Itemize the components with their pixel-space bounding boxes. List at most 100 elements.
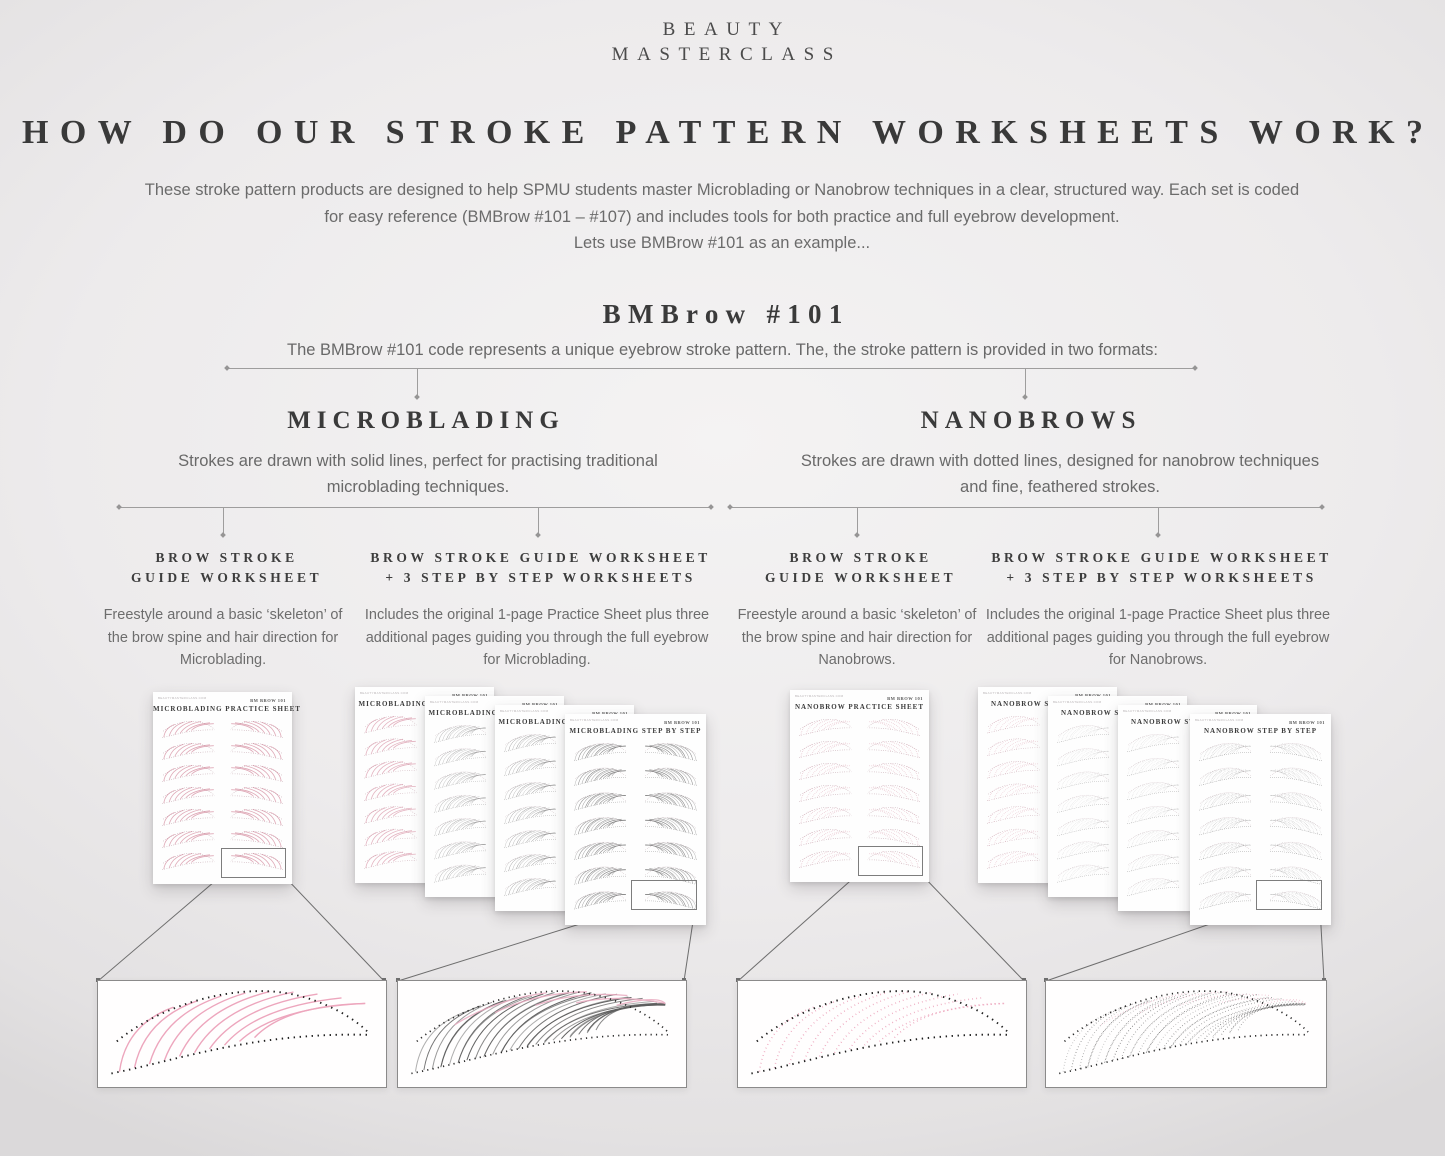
code-section-subtitle: The BMBrow #101 code represents a unique… — [287, 341, 1158, 359]
sheet-brow-grid — [574, 743, 697, 910]
page-title: HOW DO OUR STROKE PATTERN WORKSHEETS WOR… — [22, 114, 1435, 151]
sheet-url: BEAUTYMASTERCLASS.COM — [570, 718, 619, 722]
detail-box-nb-step — [1045, 980, 1327, 1088]
column-title-line: BROW STROKE — [789, 550, 932, 565]
worksheet-sheet: BEAUTYMASTERCLASS.COM BM BROW 101 NANOBROW… — [1190, 714, 1331, 925]
sheet-url: BEAUTYMASTERCLASS.COM — [1195, 718, 1244, 722]
zoom-highlight-rect — [1256, 880, 1322, 910]
tree-tick — [1155, 532, 1161, 538]
brand-line2: MASTERCLASS — [611, 44, 842, 65]
intro-example-line: Lets use BMBrow #101 as an example... — [573, 234, 871, 252]
column-title-line: GUIDE WORKSHEET — [130, 570, 323, 585]
tree-connector-top — [227, 368, 1197, 369]
tree-drop-nb-col2 — [1158, 507, 1159, 536]
sheet-code: BM BROW 101 — [1075, 693, 1111, 698]
column-title-line: + 3 STEP BY STEP WORKSHEETS — [1006, 570, 1317, 585]
sheet-url: BEAUTYMASTERCLASS.COM — [500, 709, 549, 713]
column-title-line: BROW STROKE GUIDE WORKSHEET — [370, 550, 711, 565]
column-title-line: BROW STROKE GUIDE WORKSHEET — [991, 550, 1332, 565]
tree-tick — [535, 532, 541, 538]
detail-box-mb-step — [397, 980, 687, 1088]
sheet-title: NANOBROW PRACTICE SHEET — [794, 703, 925, 711]
sheet-url: BEAUTYMASTERCLASS.COM — [1123, 709, 1172, 713]
sheet-brow-grid — [1199, 743, 1322, 910]
tree-connector-microblading — [119, 507, 713, 508]
zoom-highlight-rect — [221, 848, 286, 878]
branch-description-microblading: Strokes are drawn with solid lines, perf… — [178, 452, 658, 496]
branch-title-microblading: MICROBLADING — [287, 407, 565, 434]
detail-box-mb-guide — [97, 980, 387, 1088]
tree-tick — [116, 504, 122, 510]
sheet-code: BM BROW 101 — [1215, 711, 1251, 716]
brow-artwork-mb-guide — [111, 990, 369, 1075]
column-description-mb-guide: Freestyle around a basic ‘skeleton’ of t… — [103, 607, 343, 668]
tree-connector-drop-right — [1025, 368, 1026, 398]
code-section-title: BMBrow #101 — [602, 299, 850, 329]
worksheet-sheet: BEAUTYMASTERCLASS.COM BM BROW 101 MICROBLA… — [565, 714, 706, 925]
sheet-url: BEAUTYMASTERCLASS.COM — [430, 700, 479, 704]
tree-tick — [708, 504, 714, 510]
intro-block: These stroke pattern products are design… — [142, 177, 1302, 257]
column-description-mb-step: Includes the original 1-page Practice Sh… — [364, 607, 710, 668]
sheet-title: MICROBLADING PRACTICE SHEET — [153, 705, 301, 713]
sheet-code: BM BROW 101 — [592, 711, 628, 716]
sheet-code: BM BROW 101 — [664, 720, 700, 725]
sheet-code: BM BROW 101 — [1289, 720, 1325, 725]
brand-line1: BEAUTY — [662, 19, 791, 40]
column-description-nb-step: Includes the original 1-page Practice Sh… — [985, 607, 1331, 668]
sheet-url: BEAUTYMASTERCLASS.COM — [1053, 700, 1102, 704]
tree-tick — [854, 532, 860, 538]
tree-tick — [727, 504, 733, 510]
tree-tick — [1192, 365, 1198, 371]
detail-box-nb-guide — [737, 980, 1027, 1088]
tree-connector-drop-left — [417, 368, 418, 398]
sheet-title: NANOBROW STEP BY STEP — [1131, 718, 1244, 726]
sheet-title: NANOBROW STEP BY STEP — [991, 700, 1103, 708]
sheet-title: MICROBLADING STEP BY STEP — [569, 727, 702, 735]
intro-paragraph: These stroke pattern products are design… — [144, 181, 1300, 226]
sheet-title: MICROBLADING STEP BY STEP — [358, 700, 490, 708]
sheet-code: BM BROW 101 — [250, 698, 286, 703]
column-description-nb-guide: Freestyle around a basic ‘skeleton’ of t… — [737, 607, 977, 668]
brand-logo: BEAUTY MASTERCLASS — [0, 17, 1445, 67]
tree-connector-nanobrows — [730, 507, 1324, 508]
tree-tick — [1022, 394, 1028, 400]
column-title-line: BROW STROKE — [155, 550, 298, 565]
sheet-url: BEAUTYMASTERCLASS.COM — [983, 691, 1032, 695]
tree-drop-mb-col2 — [538, 507, 539, 536]
tree-tick — [1319, 504, 1325, 510]
sheet-url: BEAUTYMASTERCLASS.COM — [360, 691, 409, 695]
sheet-code: BM BROW 101 — [887, 696, 923, 701]
tree-drop-mb-col1 — [223, 507, 224, 536]
sheet-title: NANOBROW STEP BY STEP — [1061, 709, 1173, 717]
brow-artwork-mb-step — [411, 990, 669, 1075]
column-title-line: + 3 STEP BY STEP WORKSHEETS — [385, 570, 696, 585]
column-title-nb-step: BROW STROKE GUIDE WORKSHEET + 3 STEP BY … — [968, 548, 1352, 588]
tree-tick — [224, 365, 230, 371]
column-title-nb-guide: BROW STROKE GUIDE WORKSHEET — [727, 548, 991, 588]
brow-artwork-nb-guide — [751, 990, 1009, 1075]
sheet-title: NANOBROW STEP BY STEP — [1204, 727, 1317, 735]
branch-description-nanobrows: Strokes are drawn with dotted lines, des… — [800, 452, 1320, 496]
tree-drop-nb-col1 — [857, 507, 858, 536]
sheet-title: MICROBLADING STEP BY STEP — [428, 709, 560, 717]
branch-title-nanobrows: NANOBROWS — [920, 407, 1142, 434]
zoom-highlight-rect — [631, 880, 697, 910]
column-title-mb-step: BROW STROKE GUIDE WORKSHEET + 3 STEP BY … — [347, 548, 731, 588]
sheet-brow-grid — [799, 718, 920, 868]
sheet-url: BEAUTYMASTERCLASS.COM — [795, 694, 844, 698]
worksheet-sheet: BEAUTYMASTERCLASS.COM BM BROW 101 NANOBROW… — [790, 690, 929, 882]
sheet-code: BM BROW 101 — [452, 693, 488, 698]
sheet-code: BM BROW 101 — [522, 702, 558, 707]
tree-tick — [414, 394, 420, 400]
zoom-highlight-rect — [858, 846, 923, 876]
sheet-code: BM BROW 101 — [1145, 702, 1181, 707]
column-title-line: GUIDE WORKSHEET — [764, 570, 957, 585]
worksheet-sheet: BEAUTYMASTERCLASS.COM BM BROW 101 MICROBLA… — [153, 692, 301, 884]
column-title-mb-guide: BROW STROKE GUIDE WORKSHEET — [93, 548, 357, 588]
sheet-title: MICROBLADING STEP BY STEP — [498, 718, 630, 726]
tree-tick — [220, 532, 226, 538]
sheet-url: BEAUTYMASTERCLASS.COM — [158, 696, 207, 700]
sheet-brow-grid — [162, 720, 283, 870]
